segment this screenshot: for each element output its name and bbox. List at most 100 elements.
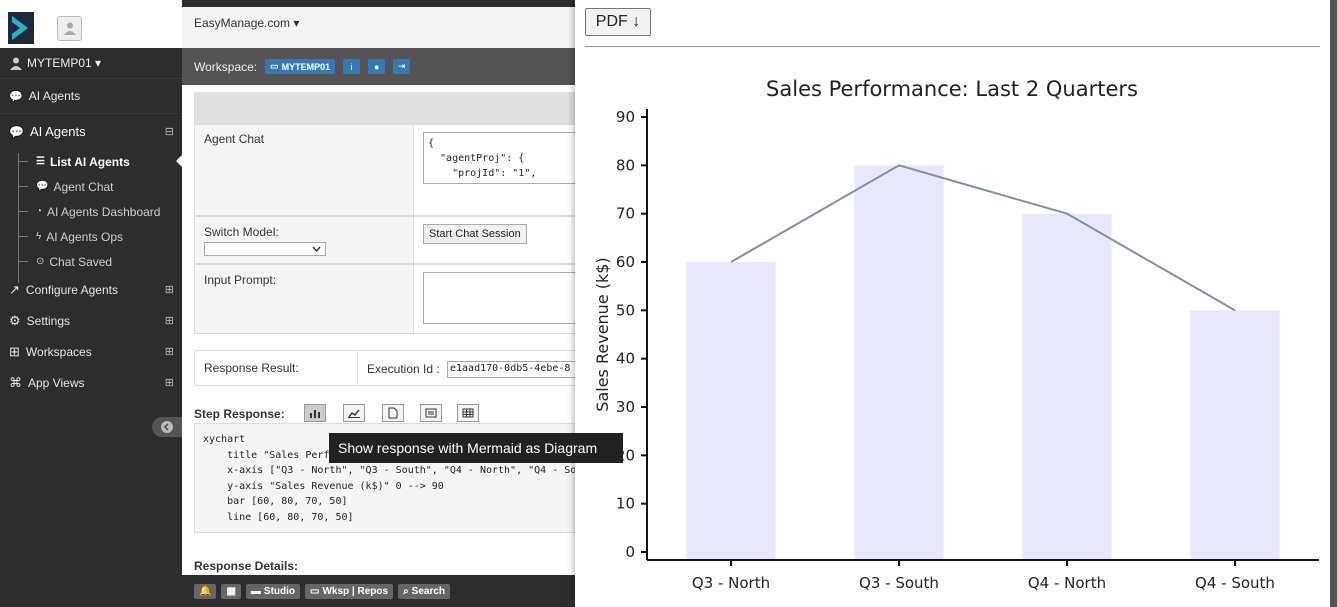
input-prompt-cell	[413, 265, 582, 333]
search-icon: ⌕	[403, 585, 409, 597]
server-icon: ▭	[270, 61, 279, 71]
expand-icon[interactable]: ⊞	[164, 284, 174, 296]
sign-out-icon[interactable]: ⇥	[393, 59, 411, 74]
expand-icon[interactable]: ⊞	[164, 377, 174, 389]
info-icon[interactable]: i	[343, 59, 361, 74]
y-tick-label: 50	[616, 301, 635, 319]
sidebar-header	[0, 0, 182, 48]
x-tick-label: Q4 - North	[1028, 574, 1106, 592]
y-axis-label: Sales Revenue (k$)	[593, 257, 612, 411]
form-header-bar	[194, 92, 582, 124]
sidebar-item-ai-agents-dashboard[interactable]: ◔ AI Agents Dashboard	[0, 199, 182, 224]
sidebar-group-workspaces[interactable]: ⊞ Workspaces ⊞	[0, 336, 182, 367]
expand-icon[interactable]: ⊞	[164, 346, 174, 358]
list-view-icon[interactable]	[420, 404, 442, 422]
tree-tick	[18, 186, 28, 187]
sales-chart: Sales Performance: Last 2 Quarters010203…	[593, 77, 1319, 592]
chart-bar	[1022, 213, 1112, 560]
list-icon: ☰	[36, 156, 45, 167]
studio-button[interactable]: ▬ Studio	[245, 583, 301, 599]
input-prompt-label: Input Prompt:	[204, 273, 277, 287]
briefcase-icon: ▬	[250, 585, 261, 597]
sidebar-link-ai-agents[interactable]: 💬 AI Agents	[0, 79, 182, 113]
expand-icon[interactable]: ⊞	[164, 315, 174, 327]
main-content: Agent Chat { "agentProj": { "projId": "1…	[182, 85, 582, 575]
active-indicator-icon	[176, 155, 182, 167]
user-avatar-button[interactable]	[57, 16, 82, 41]
sitemap-icon: ⌘	[9, 374, 22, 390]
search-button[interactable]: ⌕ Search	[398, 583, 451, 599]
agent-chat-json-field[interactable]: { "agentProj": { "projId": "1",	[423, 132, 582, 184]
execution-id-label: Execution Id :	[367, 362, 440, 376]
sidebar-item-label: Agent Chat	[53, 179, 114, 194]
workspace-chip-label: MYTEMP01	[281, 61, 331, 72]
start-chat-session-button[interactable]: Start Chat Session	[423, 224, 527, 244]
x-tick-label: Q4 - South	[1195, 574, 1275, 592]
sidebar-item-label: AI Agents Ops	[46, 229, 124, 244]
workspace-repos-button[interactable]: ▭ Wksp | Repos	[305, 583, 394, 599]
workspace-label: Workspace:	[194, 59, 258, 74]
brand-menu[interactable]: EasyManage.com ▾	[194, 16, 300, 30]
sidebar-link-label: AI Agents	[28, 89, 81, 103]
plus-square-icon: ⊞	[9, 343, 20, 359]
sidebar-section-label: AI Agents	[29, 124, 86, 139]
switch-model-row: Switch Model: Start Chat Session	[194, 216, 582, 264]
sidebar-item-label: AI Agents Dashboard	[47, 204, 161, 219]
y-tick-label: 30	[616, 398, 635, 416]
app-logo-icon[interactable]	[8, 12, 34, 44]
sidebar-item-ai-agents-ops[interactable]: ϟ AI Agents Ops	[0, 224, 182, 249]
response-result-label: Response Result:	[204, 361, 299, 375]
tree-tick	[18, 261, 28, 262]
model-select[interactable]	[204, 242, 326, 256]
grid-button[interactable]: ▦	[221, 583, 241, 599]
user-icon[interactable]: ●	[368, 59, 386, 74]
pdf-download-button[interactable]: PDF ↓	[585, 8, 651, 36]
chart-bar	[854, 165, 944, 561]
execution-id-field[interactable]: e1aad170-0db5-4ebe-8	[447, 361, 582, 378]
right-edge-strip	[1330, 0, 1337, 607]
sidebar-item-label: Chat Saved	[49, 254, 113, 269]
sidebar-group-app-views[interactable]: ⌘ App Views ⊞	[0, 367, 182, 398]
chevron-down-icon	[312, 246, 321, 253]
step-response-label: Step Response:	[194, 407, 285, 421]
tree-tick	[18, 161, 28, 162]
workspace-chip[interactable]: ▭ MYTEMP01	[265, 59, 336, 74]
sidebar-group-label: Settings	[26, 313, 71, 328]
line-chart-icon[interactable]	[343, 404, 365, 422]
sidebar-item-label: List AI Agents	[49, 154, 130, 169]
grid-icon: ▦	[226, 585, 236, 597]
bell-icon: 🔔	[199, 585, 212, 597]
sidebar-subitems: ☰ List AI Agents 💬 Agent Chat ◔ AI Agents Das…	[0, 149, 182, 274]
bottom-toolbar: 🔔 ▦ ▬ Studio ▭ Wksp | Repos ⌕ Search	[182, 575, 582, 607]
mermaid-tooltip: Show response with Mermaid as Diagram	[329, 433, 623, 463]
y-tick-label: 70	[616, 205, 635, 223]
chat-icon: 💬	[9, 90, 23, 103]
y-tick-label: 80	[616, 156, 635, 174]
user-name: MYTEMP01 ▾	[27, 56, 102, 70]
sidebar-group-label: App Views	[28, 375, 85, 390]
sidebar-item-chat-saved[interactable]: ⊙ Chat Saved	[0, 249, 182, 274]
bar-chart-icon[interactable]	[304, 404, 326, 422]
collapse-sidebar-button[interactable]	[152, 417, 182, 437]
notifications-button[interactable]: 🔔	[194, 583, 217, 599]
window-icon: ▭	[310, 585, 320, 597]
sidebar: MYTEMP01 ▾ 💬 AI Agents 💬 AI Agents ⊟ ☰ Li…	[0, 0, 182, 607]
tree-tick	[18, 236, 28, 237]
user-menu[interactable]: MYTEMP01 ▾	[0, 48, 182, 79]
y-tick-label: 0	[625, 543, 635, 561]
sidebar-group-settings[interactable]: ⚙ Settings ⊞	[0, 305, 182, 336]
document-icon[interactable]	[382, 404, 404, 422]
user-icon	[10, 57, 22, 70]
user-icon	[63, 22, 76, 35]
collapse-icon[interactable]: ⊟	[164, 126, 174, 138]
chart-line-series	[730, 164, 1236, 312]
sidebar-item-list-ai-agents[interactable]: ☰ List AI Agents	[0, 149, 182, 174]
table-icon[interactable]	[457, 404, 479, 422]
sidebar-section-ai-agents[interactable]: 💬 AI Agents ⊟	[0, 113, 182, 149]
sidebar-group-configure-agents[interactable]: ↗ Configure Agents ⊞	[0, 274, 182, 305]
input-prompt-field[interactable]	[423, 272, 582, 324]
sidebar-item-agent-chat[interactable]: 💬 Agent Chat	[0, 174, 182, 199]
workspace-repos-label: Wksp | Repos	[322, 585, 389, 597]
agent-chat-row: Agent Chat { "agentProj": { "projId": "1…	[194, 124, 582, 216]
chart-title: Sales Performance: Last 2 Quarters	[766, 77, 1138, 101]
